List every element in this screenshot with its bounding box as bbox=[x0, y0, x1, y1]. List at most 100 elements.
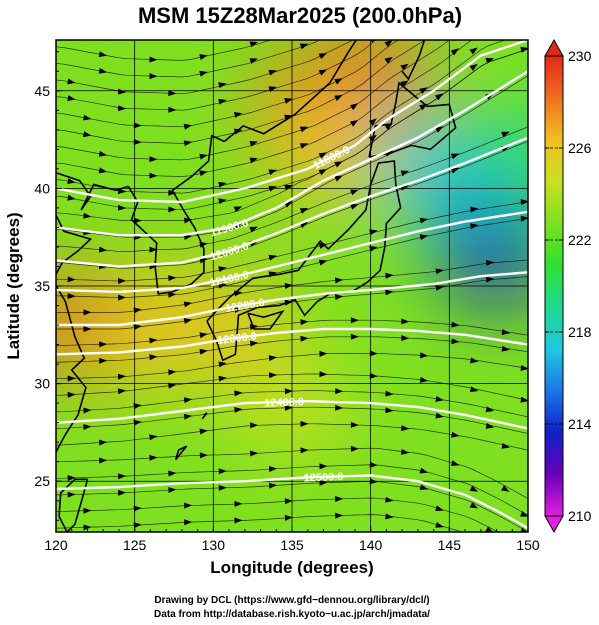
colorbar-ticks: 210 214 218 222 226 230 bbox=[545, 48, 592, 524]
streamline bbox=[56, 40, 450, 161]
wind-arrow bbox=[319, 371, 328, 378]
contour-line bbox=[56, 210, 528, 294]
streamline bbox=[56, 464, 528, 516]
wind-arrow bbox=[334, 175, 343, 182]
wind-arrow bbox=[335, 512, 344, 519]
colorbar: 210 214 218 222 226 230 bbox=[544, 38, 592, 534]
wind-arrow bbox=[133, 324, 142, 330]
wind-arrow bbox=[83, 407, 92, 414]
streamline bbox=[56, 40, 354, 94]
wind-arrow bbox=[385, 496, 394, 503]
colorbar-tick-label: 210 bbox=[568, 508, 592, 524]
wind-arrow bbox=[117, 373, 127, 380]
streamline bbox=[56, 481, 528, 532]
wind-arrow bbox=[67, 375, 76, 382]
wind-arrow bbox=[98, 67, 108, 74]
wind-arrow bbox=[400, 170, 410, 177]
x-tick-label: 140 bbox=[359, 537, 383, 553]
wind-arrow bbox=[520, 46, 528, 53]
wind-arrow bbox=[369, 245, 378, 252]
wind-arrow bbox=[369, 372, 378, 379]
wind-arrow bbox=[334, 94, 343, 102]
wind-arrow bbox=[199, 257, 208, 264]
wind-arrow bbox=[485, 543, 495, 552]
wind-arrow bbox=[117, 204, 127, 211]
x-tick-label: 120 bbox=[44, 537, 68, 553]
wind-arrow bbox=[350, 204, 359, 210]
wind-arrow bbox=[284, 404, 293, 411]
y-axis-label: Latitude (degrees) bbox=[4, 212, 23, 359]
contour-line bbox=[56, 271, 528, 327]
wind-arrow bbox=[149, 172, 158, 179]
wind-arrow bbox=[98, 246, 108, 253]
wind-arrow bbox=[385, 289, 394, 296]
wind-arrow bbox=[368, 134, 377, 143]
wind-arrow bbox=[470, 223, 479, 230]
wind-arrow bbox=[218, 266, 227, 273]
y-tick-label: 40 bbox=[34, 180, 50, 196]
wind-arrow bbox=[133, 505, 142, 512]
wind-arrow bbox=[451, 321, 460, 328]
wind-arrow bbox=[349, 103, 359, 111]
wind-arrow bbox=[401, 318, 410, 325]
wind-arrow bbox=[149, 434, 158, 441]
wind-arrow bbox=[250, 422, 259, 429]
coastline-segment bbox=[223, 40, 358, 143]
x-tick-label: 150 bbox=[516, 537, 540, 553]
wind-arrow bbox=[284, 114, 293, 121]
colorbar-tick-label: 226 bbox=[568, 140, 592, 156]
contour-line bbox=[56, 399, 528, 430]
x-axis-label: Longitude (degrees) bbox=[210, 558, 373, 577]
wind-arrow bbox=[450, 153, 460, 160]
wind-arrow bbox=[99, 457, 108, 464]
wind-arrow bbox=[133, 522, 142, 529]
wind-arrow bbox=[520, 199, 528, 206]
wind-arrow bbox=[98, 150, 108, 157]
wind-arrow bbox=[520, 364, 528, 371]
colorbar-tick-label: 230 bbox=[568, 48, 592, 64]
wind-arrow bbox=[99, 439, 108, 446]
wind-arrow bbox=[318, 243, 328, 249]
wind-arrow bbox=[117, 489, 127, 496]
wind-arrow bbox=[350, 317, 359, 324]
wind-arrow bbox=[318, 52, 328, 60]
wind-arrow bbox=[401, 335, 410, 342]
wind-arrow bbox=[183, 123, 193, 130]
wind-arrow bbox=[249, 340, 259, 347]
contour-line bbox=[56, 327, 528, 356]
wind-arrow bbox=[435, 412, 444, 419]
wind-arrow bbox=[520, 215, 528, 222]
wind-arrow bbox=[451, 431, 460, 438]
wind-arrow bbox=[400, 448, 410, 455]
wind-arrow bbox=[199, 348, 208, 355]
wind-arrow bbox=[168, 275, 177, 282]
wind-arrow bbox=[268, 466, 278, 473]
wind-arrow bbox=[299, 207, 309, 214]
wind-arrow bbox=[350, 421, 359, 428]
wind-arrow bbox=[384, 123, 393, 131]
contour-label: 12300.0 bbox=[217, 330, 258, 347]
wind-arrow bbox=[249, 41, 259, 48]
wind-arrow bbox=[501, 17, 510, 25]
wind-arrow bbox=[451, 338, 460, 345]
wind-arrow bbox=[234, 500, 243, 507]
wind-arrow bbox=[384, 56, 393, 64]
wind-arrow bbox=[385, 513, 394, 520]
streamline bbox=[56, 40, 272, 61]
wind-arrow bbox=[419, 484, 429, 491]
wind-arrow bbox=[299, 143, 309, 149]
wind-arrow bbox=[67, 78, 76, 85]
wind-arrow bbox=[435, 268, 444, 275]
wind-arrow bbox=[384, 40, 393, 48]
wind-arrow bbox=[300, 447, 309, 454]
wind-arrow bbox=[284, 98, 293, 104]
wind-arrow bbox=[218, 468, 227, 475]
wind-arrow bbox=[435, 505, 444, 512]
wind-arrow bbox=[319, 463, 328, 470]
wind-arrow bbox=[149, 73, 158, 80]
streamline bbox=[56, 353, 528, 380]
wind-arrow bbox=[318, 168, 328, 176]
wind-arrow bbox=[268, 254, 277, 261]
wind-arrow bbox=[183, 318, 193, 325]
